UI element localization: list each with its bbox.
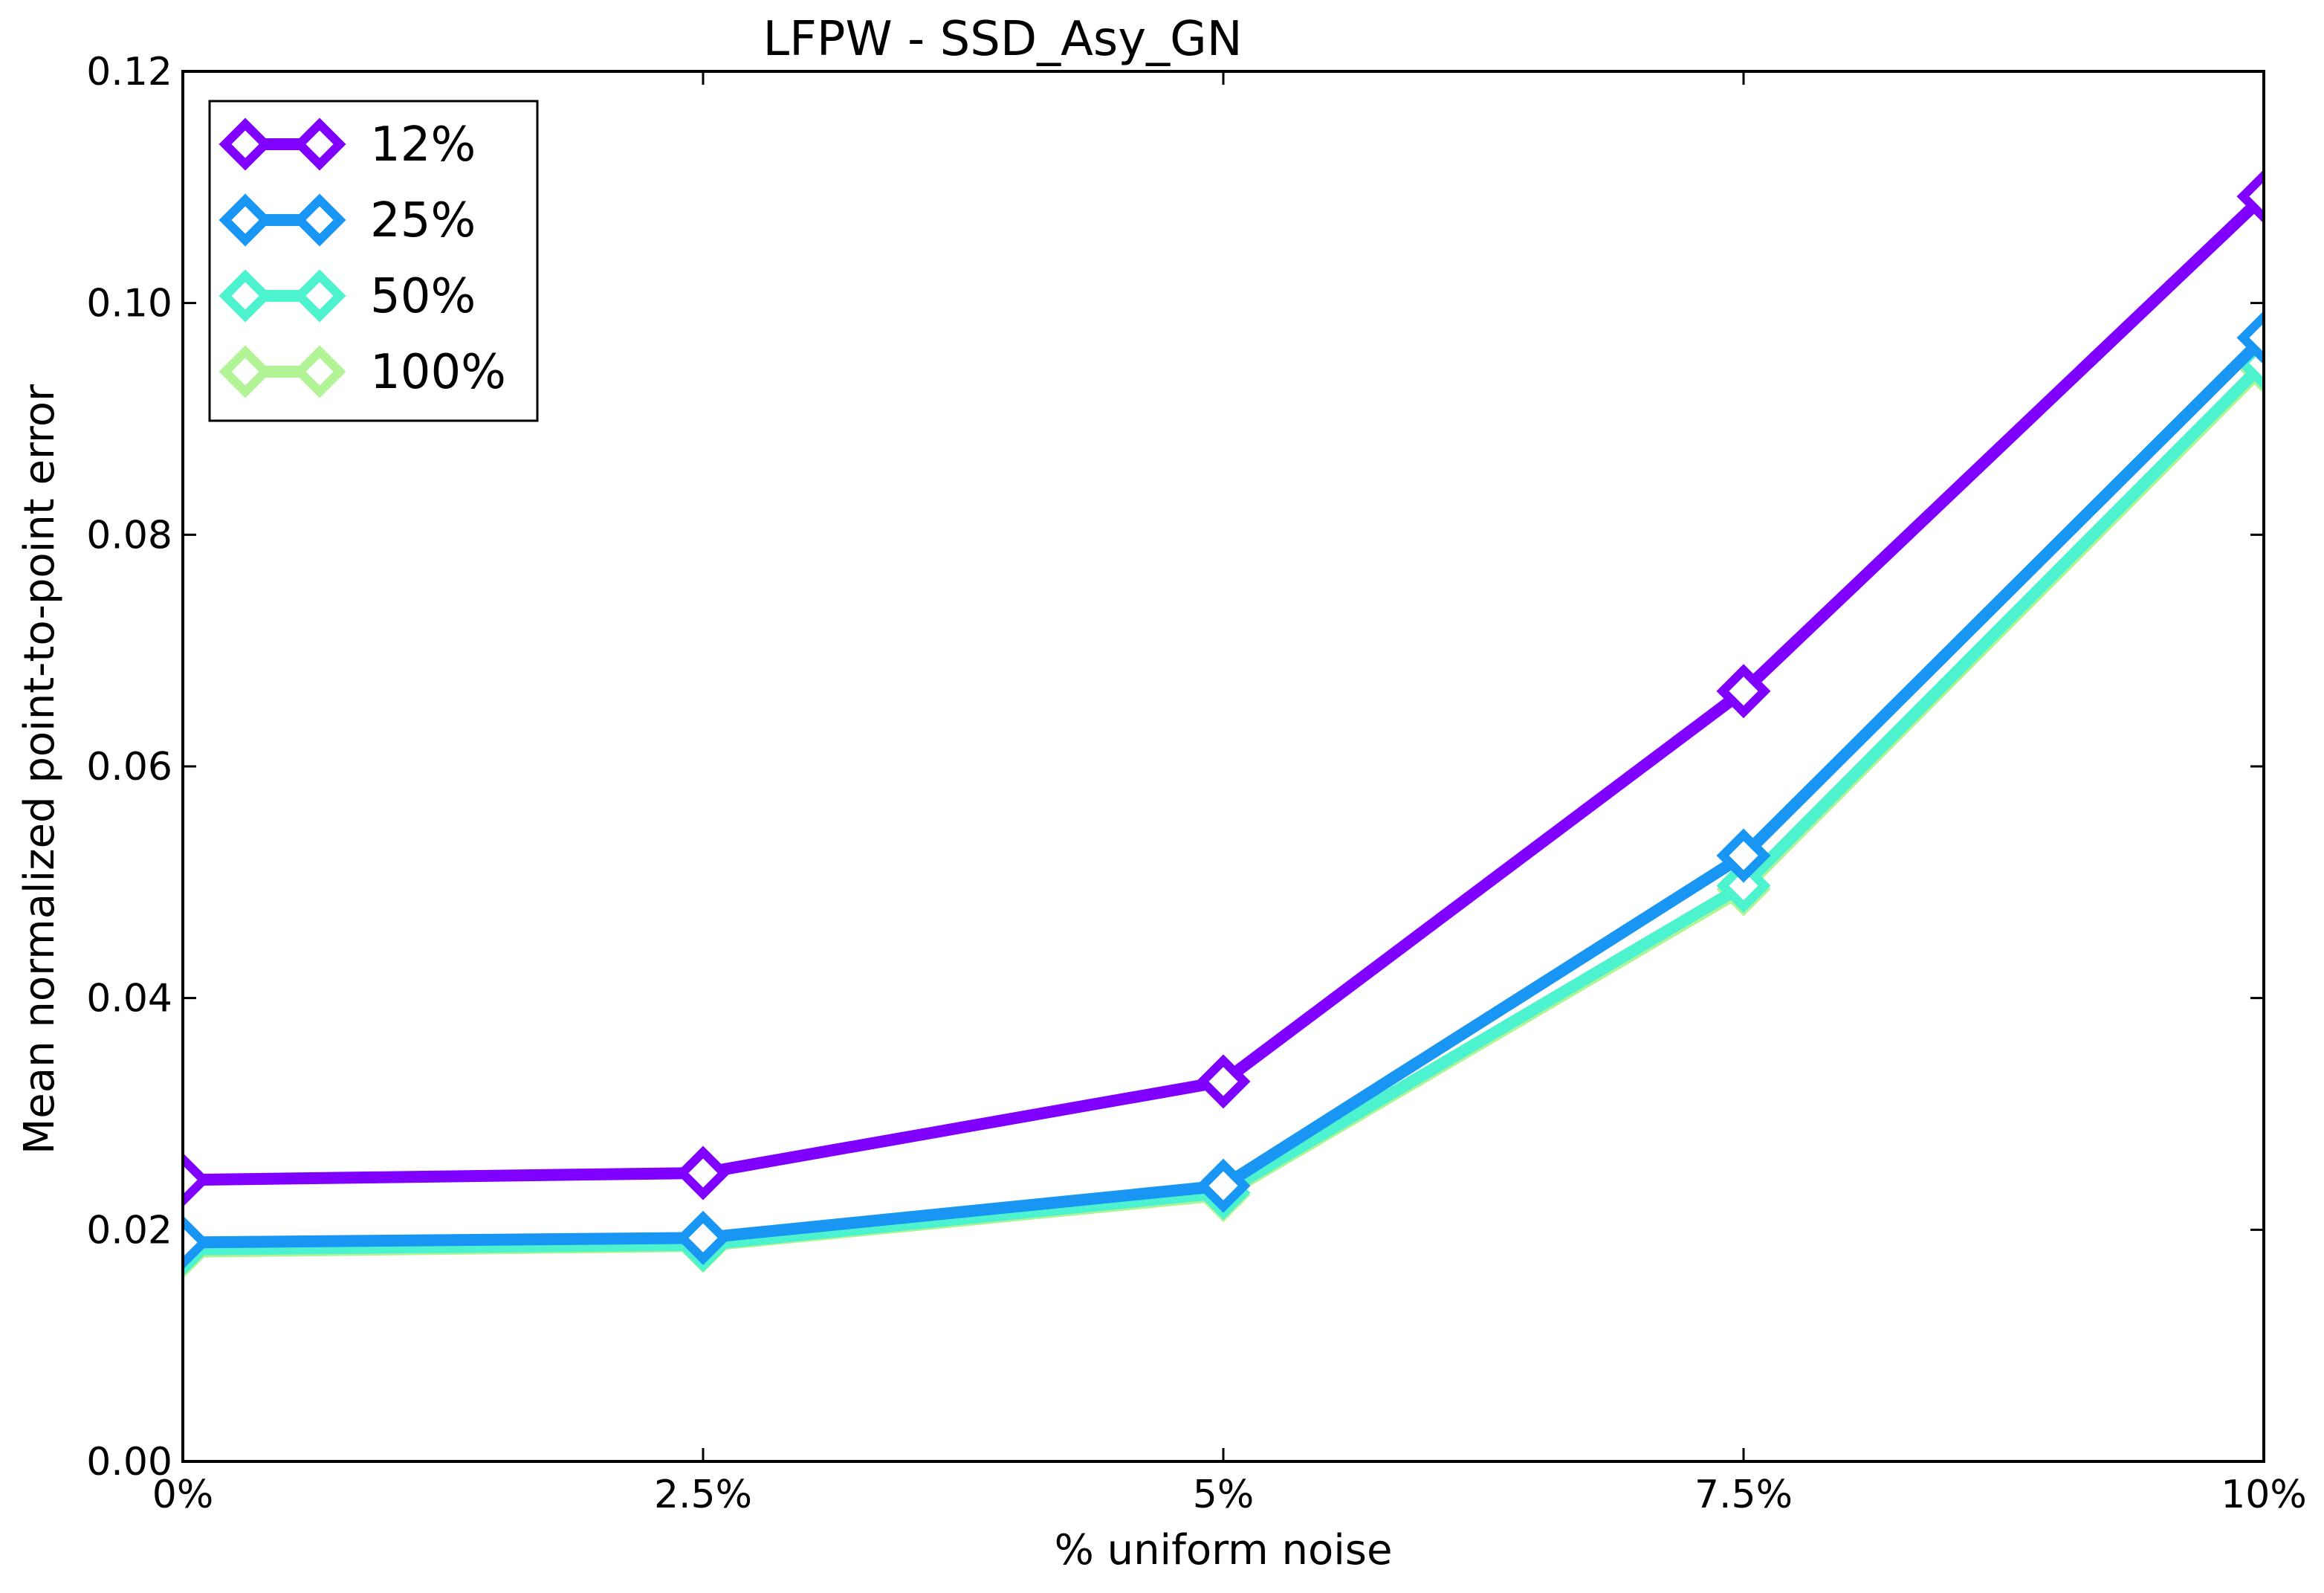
legend-marker bbox=[293, 193, 346, 247]
x-tick-label: 5% bbox=[1193, 1473, 1255, 1517]
y-axis-label: Mean normalized point-to-point error bbox=[16, 384, 64, 1154]
legend-label: 50% bbox=[370, 269, 476, 324]
y-tick-label: 0.12 bbox=[86, 50, 172, 94]
legend-marker bbox=[293, 269, 346, 323]
legend-marker bbox=[219, 193, 272, 247]
legend-entry: 100% bbox=[219, 345, 506, 400]
legend-marker bbox=[293, 117, 346, 171]
data-point bbox=[676, 1210, 731, 1265]
legend-marker bbox=[219, 117, 272, 171]
data-point bbox=[2236, 169, 2264, 224]
x-tick-label: 0% bbox=[152, 1473, 214, 1517]
series-25% bbox=[183, 310, 2264, 1270]
data-point bbox=[1716, 859, 1771, 913]
data-point bbox=[1196, 1158, 1251, 1213]
x-tick-label: 10% bbox=[2221, 1473, 2307, 1517]
data-point bbox=[1716, 664, 1771, 719]
chart-title: LFPW - SSD_Asy_GN bbox=[763, 12, 1242, 67]
data-point bbox=[1716, 828, 1771, 883]
axis-ticks: 0% 2.5% 5% 7.5% 10% 0.00 0.02 0.04 0.06 0.08 0.10 0… bbox=[86, 50, 2307, 1517]
legend-label: 12% bbox=[370, 117, 476, 172]
x-axis-label: % uniform noise bbox=[1055, 1526, 1393, 1574]
data-point bbox=[183, 1215, 210, 1270]
legend: 12% 25% 50% 100% bbox=[208, 100, 539, 422]
y-tick-label: 0.00 bbox=[86, 1440, 172, 1484]
data-point bbox=[676, 1146, 731, 1201]
x-tick-label: 7.5% bbox=[1695, 1473, 1793, 1517]
series-layer bbox=[183, 169, 2264, 1279]
legend-label: 100% bbox=[370, 345, 506, 400]
legend-marker bbox=[293, 345, 346, 398]
series-12% bbox=[183, 169, 2264, 1207]
y-tick-label: 0.10 bbox=[86, 282, 172, 326]
legend-entry: 50% bbox=[219, 269, 476, 324]
data-point bbox=[1196, 1054, 1251, 1109]
data-point bbox=[2236, 310, 2264, 365]
plot-frame bbox=[181, 70, 2265, 1463]
legend-marker bbox=[219, 345, 272, 398]
legend-entry: 12% bbox=[219, 117, 476, 172]
x-tick-label: 2.5% bbox=[654, 1473, 752, 1517]
y-tick-label: 0.04 bbox=[86, 977, 172, 1021]
legend-entry: 25% bbox=[219, 193, 476, 248]
legend-label: 25% bbox=[370, 193, 476, 248]
y-tick-label: 0.08 bbox=[86, 513, 172, 558]
y-tick-label: 0.06 bbox=[86, 745, 172, 789]
data-point bbox=[183, 1152, 210, 1207]
y-tick-label: 0.02 bbox=[86, 1208, 172, 1253]
legend-marker bbox=[219, 269, 272, 323]
